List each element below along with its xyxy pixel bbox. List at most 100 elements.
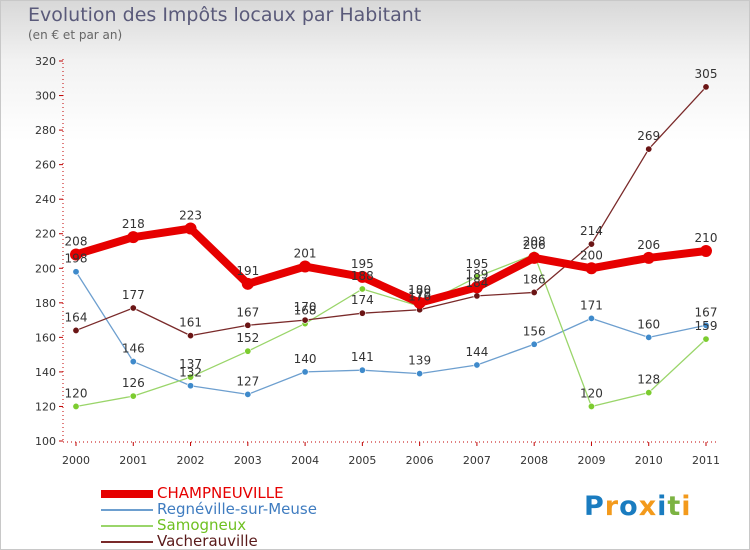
y-tick-label: 100 [35,435,56,448]
legend-swatch [101,509,153,511]
y-tick-label: 320 [35,55,56,68]
legend-label: Samogneux [157,516,247,534]
data-point [473,273,481,281]
data-label: 184 [465,276,488,290]
data-point [358,366,366,374]
data-point [358,309,366,317]
data-label: 152 [236,331,259,345]
x-tick-label: 2008 [520,454,548,467]
x-tick-label: 2007 [463,454,491,467]
data-label: 191 [236,264,259,278]
data-label: 170 [294,300,317,314]
data-point [187,373,195,381]
data-label: 167 [695,305,718,319]
logo-letter: i [681,491,692,522]
data-point [642,251,655,264]
legend-swatch [101,490,153,498]
data-point [72,326,80,334]
data-point [587,402,595,410]
x-tick-label: 2001 [119,454,147,467]
data-label: 180 [408,283,431,297]
data-label: 210 [695,231,718,245]
data-label: 120 [580,386,603,400]
data-label: 178 [408,286,431,300]
data-label: 206 [637,238,660,252]
data-point [700,245,712,257]
data-label: 174 [351,293,374,307]
data-point [645,333,653,341]
data-label: 144 [465,345,488,359]
x-tick-label: 2000 [62,454,90,467]
data-labels-layer: 198 146 132 127 140 141 139 144 156 171 160 167 120 1… [65,67,718,401]
x-tick-label: 2009 [577,454,605,467]
data-label: 168 [294,304,317,318]
logo-letter: x [638,491,658,522]
legend-item: Vacherauville [101,532,361,550]
data-point [129,358,137,366]
series-layer [70,83,712,410]
data-point [473,292,481,300]
data-label: 223 [179,209,202,223]
data-label: 208 [65,234,88,248]
logo-letter: r [604,491,620,522]
data-point [187,382,195,390]
data-label: 176 [408,290,431,304]
data-label: 164 [65,310,88,324]
data-point [585,262,598,275]
data-label: 198 [65,252,88,266]
data-point [241,277,254,290]
data-point [416,370,424,378]
legend: CHAMPNEUVILLE Regnéville-sur-Meuse Samogne… [101,484,361,550]
x-tick-label: 2003 [234,454,262,467]
x-tick-label: 2002 [177,454,205,467]
data-label: 177 [122,288,145,302]
data-label: 141 [351,350,374,364]
data-label: 189 [465,267,488,281]
data-point [356,270,369,283]
x-tick-label: 2011 [692,454,720,467]
x-tick-label: 2005 [348,454,376,467]
data-point [587,240,595,248]
data-point [301,316,309,324]
data-point [70,248,82,261]
chart-subtitle: (en € et par an) [28,28,123,42]
chart-title: Evolution des Impôts locaux par Habitant [28,4,422,26]
data-point [530,288,538,296]
logo-letter: o [619,491,639,522]
data-label: 208 [523,234,546,248]
y-tick-label: 220 [35,228,56,241]
data-label: 188 [351,269,374,283]
data-label: 195 [351,257,374,271]
series-line-regn-ville-sur-meuse [75,271,707,396]
y-tick-label: 120 [35,400,56,413]
data-label: 186 [523,272,546,286]
data-label: 171 [580,298,603,312]
data-label: 200 [580,248,603,262]
data-point [358,285,366,293]
y-tick-label: 260 [35,159,56,172]
data-point [187,332,195,340]
data-label: 201 [294,247,317,261]
legend-swatch [101,525,153,527]
series-line-champneuville [72,224,710,307]
y-tick-label: 300 [35,90,56,103]
data-point [244,321,252,329]
series-line-samogneux [75,253,707,408]
data-point [645,389,653,397]
data-label: 269 [637,129,660,143]
y-tick-label: 160 [35,331,56,344]
data-point [528,251,541,264]
logo-letter: i [657,491,668,522]
data-label: 126 [122,376,145,390]
data-point [413,296,426,309]
legend-item: Samogneux [101,516,361,534]
x-tick-label: 2004 [291,454,319,467]
logo-letter: t [667,491,682,522]
data-label: 120 [65,386,88,400]
legend-item: Regnéville-sur-Meuse [101,500,361,518]
data-point [244,347,252,355]
y-tick-label: 140 [35,366,56,379]
data-point [184,222,197,235]
